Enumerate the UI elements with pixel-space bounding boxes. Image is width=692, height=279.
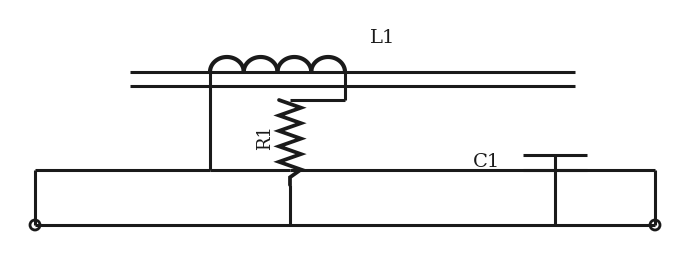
Text: L1: L1	[370, 29, 395, 47]
Text: R1: R1	[256, 126, 274, 150]
Text: C1: C1	[473, 153, 500, 171]
